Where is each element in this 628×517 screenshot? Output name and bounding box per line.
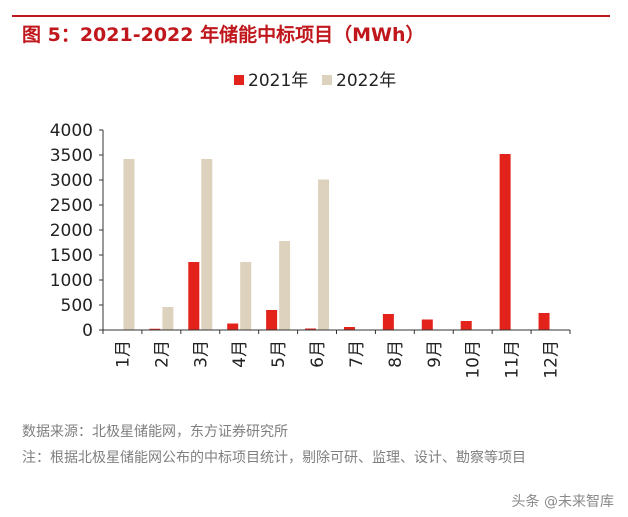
bar-2021-11 — [499, 154, 511, 330]
bar-2022-3 — [201, 159, 213, 330]
y-tick-label: 3500 — [50, 146, 93, 166]
x-tick-label: 6月 — [308, 340, 328, 368]
title-rule — [12, 15, 610, 17]
source-note: 数据来源：北极星储能网，东方证券研究所 — [22, 424, 288, 440]
x-tick-label: 2月 — [152, 340, 172, 368]
bar-2022-6 — [318, 179, 330, 330]
x-tick-label: 7月 — [347, 340, 367, 368]
x-tick-label: 3月 — [191, 340, 211, 368]
y-tick-label: 2000 — [50, 221, 93, 241]
bar-2021-9 — [421, 319, 433, 330]
legend-label-1: 2021年 — [248, 71, 308, 91]
x-tick-label: 12月 — [542, 340, 562, 379]
notes-block: 数据来源：北极星储能网，东方证券研究所 注：根据北极星储能网公布的中标项目统计，… — [22, 418, 612, 471]
bar-2021-12 — [538, 313, 550, 330]
x-tick-label: 8月 — [386, 340, 406, 368]
legend-swatch-1 — [234, 75, 244, 85]
bar-2022-5 — [279, 241, 291, 330]
legend-swatch-2 — [322, 75, 332, 85]
y-tick-label: 2500 — [50, 196, 93, 216]
footnote: 注：根据北极星储能网公布的中标项目统计，剔除可研、监理、设计、勘察等项目 — [22, 450, 526, 466]
x-tick-label: 1月 — [113, 340, 133, 368]
bar-2021-8 — [382, 314, 394, 330]
x-tick-label: 4月 — [230, 340, 250, 368]
legend: 2021年 2022年 — [234, 71, 396, 91]
bars — [123, 154, 550, 330]
bar-2021-10 — [460, 321, 472, 330]
bar-2022-4 — [240, 262, 252, 330]
bar-2022-2 — [162, 307, 174, 330]
bar-2021-3 — [188, 262, 200, 330]
legend-label-2: 2022年 — [336, 71, 396, 91]
x-tick-label: 9月 — [425, 340, 445, 368]
bar-2021-2 — [149, 328, 161, 330]
x-axis: 1月 2月 3月 4月 5月 6月 7月 8月 9月 10月 11月 12月 — [102, 329, 571, 379]
y-tick-label: 3000 — [50, 171, 93, 191]
x-tick-label: 11月 — [503, 340, 523, 379]
y-tick-label: 1500 — [50, 246, 93, 266]
chart-title: 图 5：2021-2022 年储能中标项目（MWh） — [22, 24, 425, 46]
bar-2021-5 — [266, 310, 278, 330]
y-axis: 0 500 1000 1500 2000 2500 3000 3500 4000 — [50, 121, 104, 341]
bar-2021-4 — [227, 323, 239, 330]
x-tick-label: 5月 — [269, 340, 289, 368]
bar-2021-7 — [343, 327, 355, 330]
y-tick-label: 500 — [61, 296, 93, 316]
x-tick-label: 10月 — [464, 340, 484, 379]
y-tick-label: 1000 — [50, 271, 93, 291]
y-tick-label: 4000 — [50, 121, 93, 141]
bar-2021-6 — [305, 328, 317, 330]
bar-2022-1 — [123, 159, 135, 330]
y-tick-label: 0 — [82, 321, 93, 341]
bar-chart: 2021年 2022年 0 500 1000 1500 2000 2500 3000 3500 4… — [50, 71, 571, 379]
watermark: 头条 @未来智库 — [511, 494, 614, 510]
